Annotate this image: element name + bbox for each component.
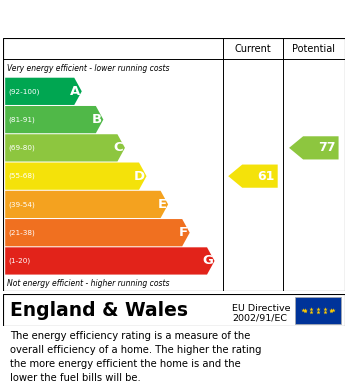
Text: A: A (70, 85, 80, 98)
Polygon shape (5, 78, 82, 105)
Text: (21-38): (21-38) (9, 230, 35, 236)
Text: F: F (179, 226, 188, 239)
Text: England & Wales: England & Wales (10, 301, 188, 320)
Polygon shape (289, 136, 339, 160)
Polygon shape (228, 165, 278, 188)
Text: (69-80): (69-80) (9, 145, 35, 151)
Polygon shape (5, 191, 168, 218)
Text: D: D (134, 170, 145, 183)
Text: The energy efficiency rating is a measure of the
overall efficiency of a home. T: The energy efficiency rating is a measur… (10, 331, 262, 383)
Text: (1-20): (1-20) (9, 258, 31, 264)
Text: 2002/91/EC: 2002/91/EC (232, 314, 287, 323)
Text: 77: 77 (318, 142, 335, 154)
Text: EU Directive: EU Directive (232, 304, 291, 313)
Text: Very energy efficient - lower running costs: Very energy efficient - lower running co… (7, 64, 169, 73)
Polygon shape (5, 134, 125, 161)
Polygon shape (5, 219, 190, 246)
Polygon shape (5, 106, 103, 133)
Text: Current: Current (235, 44, 271, 54)
Text: Potential: Potential (292, 44, 335, 54)
Text: (81-91): (81-91) (9, 117, 35, 123)
Text: Not energy efficient - higher running costs: Not energy efficient - higher running co… (7, 279, 169, 288)
Text: G: G (202, 255, 213, 267)
Polygon shape (5, 163, 147, 190)
Text: 61: 61 (257, 170, 274, 183)
Text: C: C (113, 142, 123, 154)
Text: B: B (92, 113, 102, 126)
Text: E: E (157, 198, 166, 211)
Polygon shape (5, 248, 214, 274)
Text: (92-100): (92-100) (9, 88, 40, 95)
Text: (39-54): (39-54) (9, 201, 35, 208)
Text: (55-68): (55-68) (9, 173, 35, 179)
Text: Energy Efficiency Rating: Energy Efficiency Rating (10, 7, 220, 22)
Bar (295, 297, 341, 324)
